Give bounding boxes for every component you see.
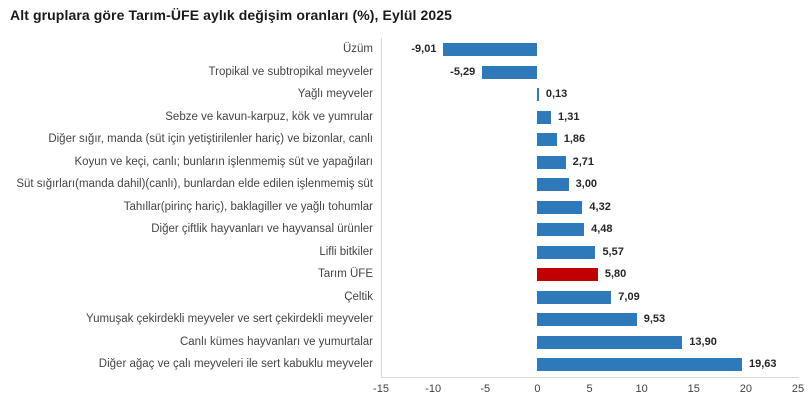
category-label: Koyun ve keçi, canlı; bunların işlenmemi… xyxy=(74,155,373,168)
bar-row: Çeltik 7,09 xyxy=(0,286,808,309)
category-label: Yağlı meyveler xyxy=(297,88,373,100)
bar-row: Sebze ve kavun-karpuz, kök ve yumrular 1,… xyxy=(0,106,808,129)
bar-row: Koyun ve keçi, canlı; bunların işlenmemi… xyxy=(0,151,808,174)
bar-row: Canlı kümes hayvanları ve yumurtalar 13,9… xyxy=(0,331,808,354)
data-bar xyxy=(537,178,569,191)
data-bar xyxy=(537,133,557,146)
data-bar xyxy=(443,43,538,56)
value-label: 1,86 xyxy=(563,133,586,145)
category-label: Tropikal ve subtropikal meyveler xyxy=(208,65,373,78)
highlight-bar xyxy=(537,268,598,281)
bar-row: Diğer ağaç ve çalı meyveleri ile sert ka… xyxy=(0,353,808,376)
plot-cell: 13,90 xyxy=(381,331,798,354)
value-label: 3,00 xyxy=(575,178,598,190)
category-label: Çeltik xyxy=(344,290,373,303)
bar-row: Diğer sığır, manda (süt için yetiştirile… xyxy=(0,128,808,151)
value-label: 4,32 xyxy=(589,200,611,213)
bar-row: Tahıllar(pirinç hariç), baklagiller ve y… xyxy=(0,196,808,219)
plot-left-border-line xyxy=(381,38,382,377)
category-label: Diğer çiftlik hayvanları ve hayvansal ür… xyxy=(151,223,373,235)
plot-cell: 7,09 xyxy=(381,286,798,309)
value-label: 5,80 xyxy=(604,268,627,280)
plot-cell: -9,01 xyxy=(381,38,798,61)
bar-row: Üzüm -9,01 xyxy=(0,38,808,61)
plot-cell: 0,13 xyxy=(381,83,798,106)
category-label: Canlı kümes hayvanları ve yumurtalar xyxy=(179,335,373,348)
data-bar xyxy=(537,155,566,169)
plot-cell: 9,53 xyxy=(381,308,798,331)
data-bar xyxy=(537,223,585,236)
category-label: Üzüm xyxy=(342,43,373,55)
chart-title: Alt gruplara göre Tarım-ÜFE aylık değişi… xyxy=(10,7,453,23)
x-tick-label: -10 xyxy=(425,383,442,395)
data-bar xyxy=(482,65,538,79)
x-axis-line xyxy=(381,377,799,378)
category-label: Süt sığırları(manda dahil)(canlı), bunla… xyxy=(16,178,373,190)
bar-row: Diğer çiftlik hayvanları ve hayvansal ür… xyxy=(0,218,808,241)
x-tick-label: 25 xyxy=(791,383,805,395)
value-label: 4,48 xyxy=(591,223,613,235)
plot-cell: 1,31 xyxy=(381,106,798,129)
x-tick-label: -5 xyxy=(480,383,491,395)
plot-cell: 2,71 xyxy=(381,151,798,174)
category-label: Diğer sığır, manda (süt için yetiştirile… xyxy=(48,133,373,145)
x-tick-label: 10 xyxy=(635,383,648,395)
bar-row: Yağlı meyveler 0,13 xyxy=(0,83,808,106)
x-tick-label: 5 xyxy=(586,383,593,395)
value-label: 7,09 xyxy=(618,290,640,303)
data-bar xyxy=(537,110,552,124)
plot-cell: 5,80 xyxy=(381,263,798,286)
plot-cell: 5,57 xyxy=(381,241,798,264)
category-label: Lifli bitkiler xyxy=(319,245,373,258)
category-label: Diğer ağaç ve çalı meyveleri ile sert ka… xyxy=(98,358,373,370)
bar-row: Lifli bitkiler 5,57 xyxy=(0,241,808,264)
data-bar xyxy=(537,335,683,349)
value-label: 19,63 xyxy=(749,358,777,370)
data-bar xyxy=(537,313,637,326)
plot-cell: -5,29 xyxy=(381,61,798,84)
value-label: 2,71 xyxy=(572,155,595,168)
data-bar xyxy=(537,200,583,214)
plot-cell: 19,63 xyxy=(381,353,798,376)
data-bar xyxy=(537,245,596,259)
plot-cell: 1,86 xyxy=(381,128,798,151)
plot-cell: 3,00 xyxy=(381,173,798,196)
x-axis-tick-labels: -15 -10 -5 0 5 10 15 20 25 xyxy=(373,383,804,399)
value-label: -5,29 xyxy=(450,65,476,78)
x-tick-label: 0 xyxy=(534,383,541,395)
x-tick-label: -15 xyxy=(373,383,389,395)
data-bar xyxy=(537,290,612,304)
bar-rows-container: Üzüm -9,01 Tropikal ve subtropikal meyvele… xyxy=(0,38,808,376)
category-label: Tahıllar(pirinç hariç), baklagiller ve y… xyxy=(123,200,373,213)
category-label: Yumuşak çekirdekli meyveler ve sert çeki… xyxy=(86,313,373,325)
category-label: Tarım ÜFE xyxy=(318,268,373,280)
value-label: 9,53 xyxy=(643,313,666,325)
value-label: 13,90 xyxy=(689,335,717,348)
category-label: Sebze ve kavun-karpuz, kök ve yumrular xyxy=(165,110,373,123)
plot-cell: 4,48 xyxy=(381,218,798,241)
value-label: 1,31 xyxy=(558,110,580,123)
bar-row: Yumuşak çekirdekli meyveler ve sert çeki… xyxy=(0,308,808,331)
bar-row: Süt sığırları(manda dahil)(canlı), bunla… xyxy=(0,173,808,196)
value-label: 0,13 xyxy=(545,88,568,100)
value-label: -9,01 xyxy=(411,43,437,55)
value-label: 5,57 xyxy=(602,245,624,258)
plot-cell: 4,32 xyxy=(381,196,798,219)
x-tick-label: 20 xyxy=(739,383,752,395)
bar-row: Tarım ÜFE 5,80 xyxy=(0,263,808,286)
x-tick-label: 15 xyxy=(687,383,700,395)
data-bar xyxy=(537,88,539,101)
bar-row: Tropikal ve subtropikal meyveler -5,29 xyxy=(0,61,808,84)
data-bar xyxy=(537,358,743,371)
